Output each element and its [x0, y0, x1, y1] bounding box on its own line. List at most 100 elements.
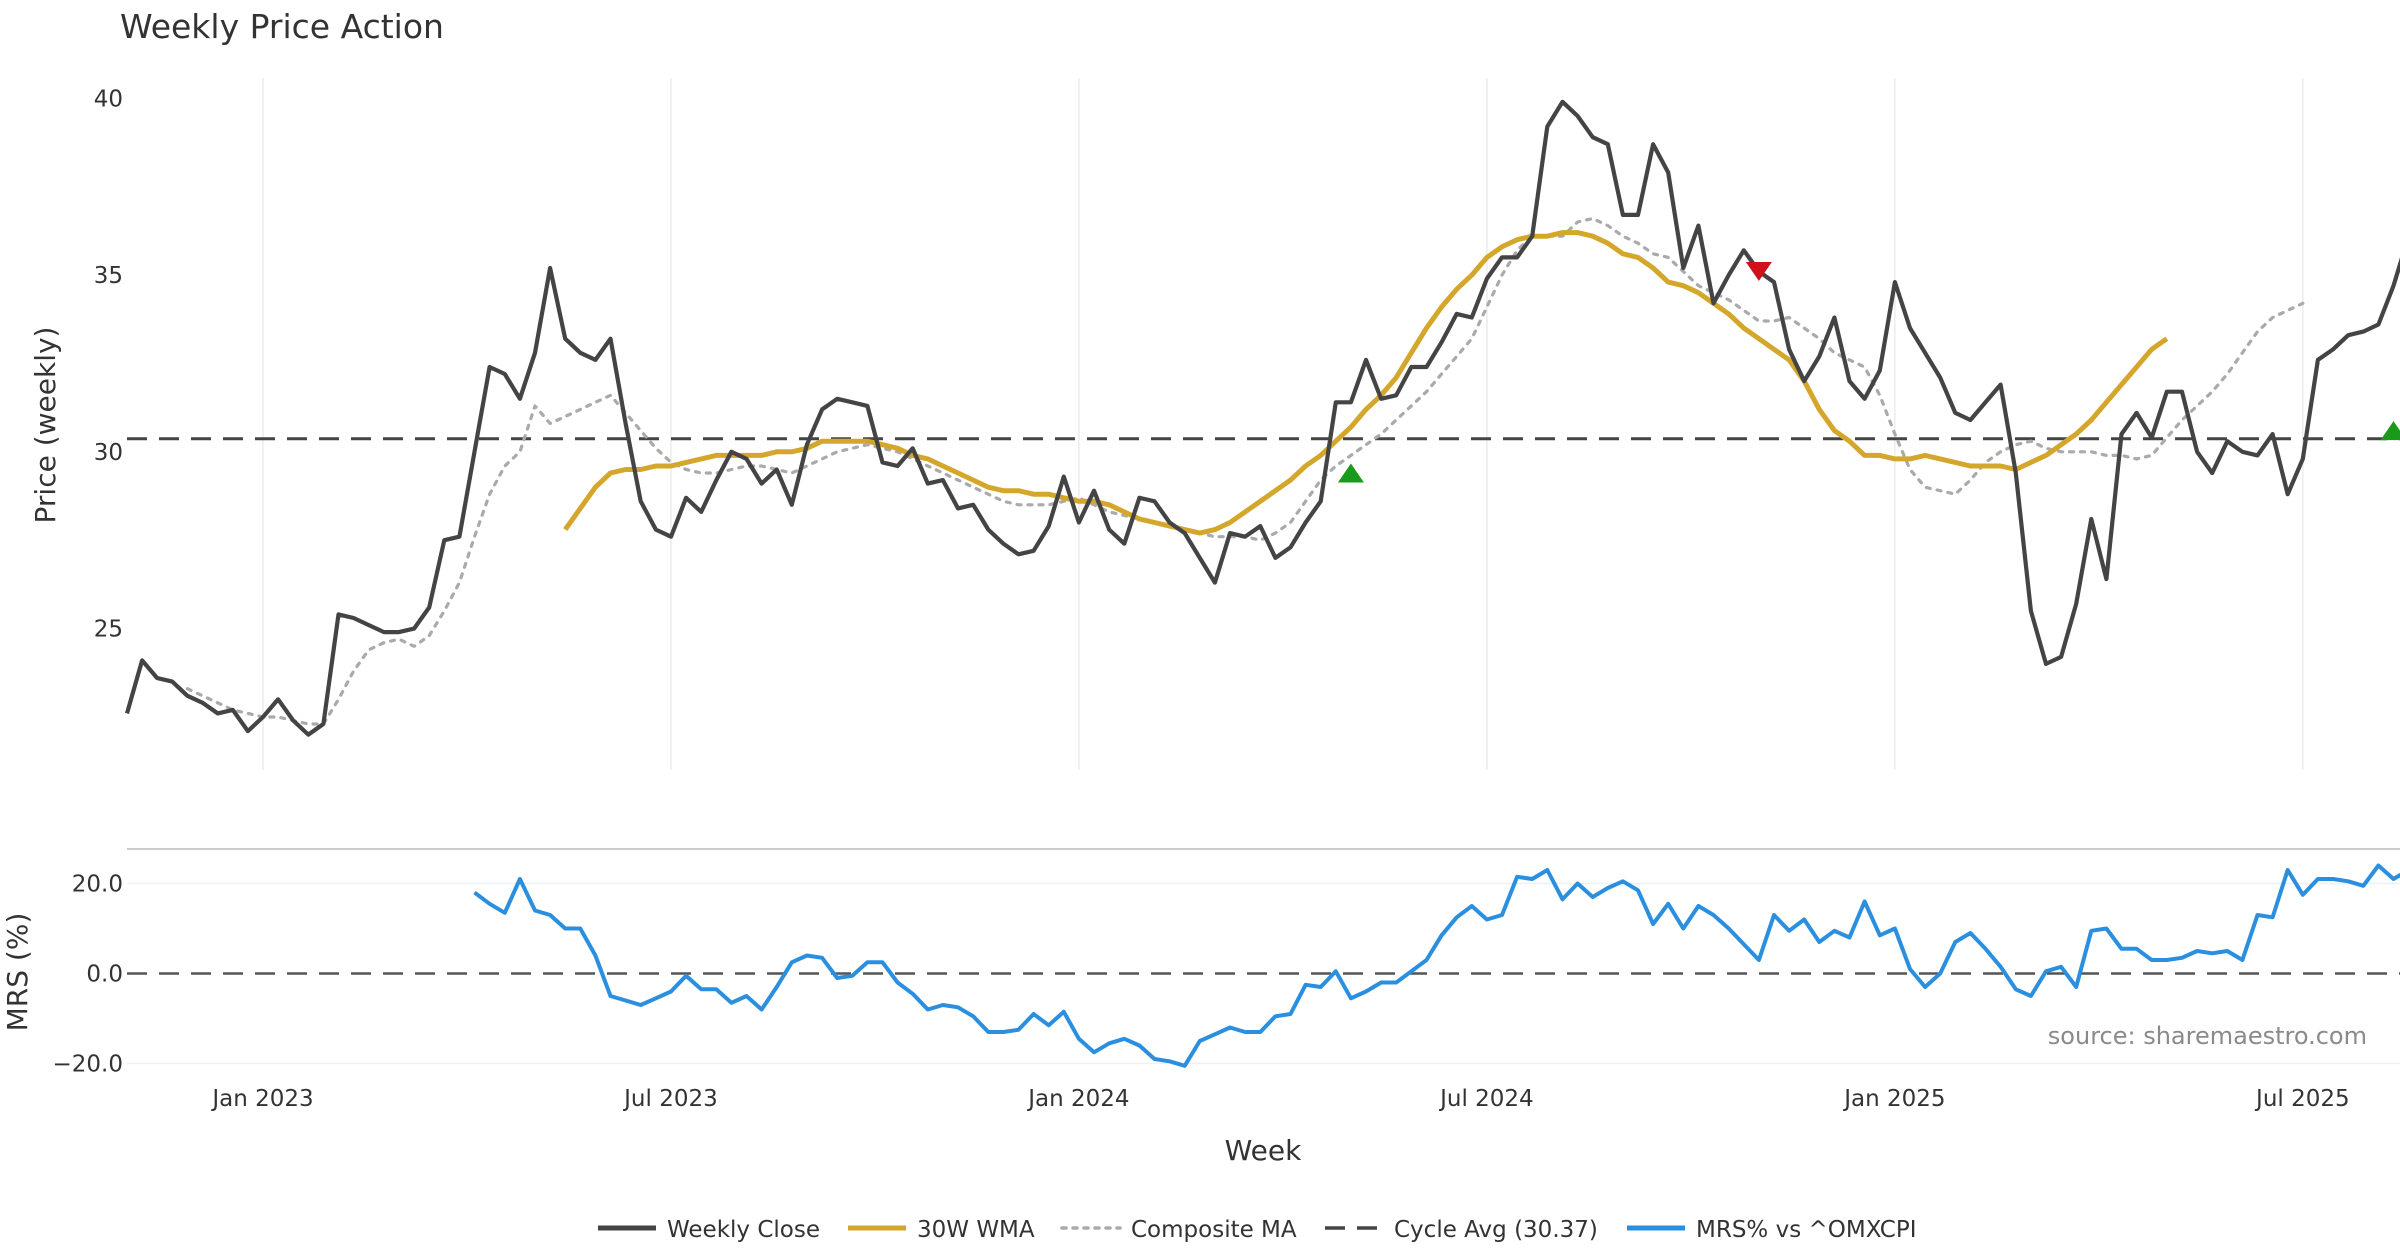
- mrs-point-94: [1894, 928, 1896, 930]
- mrs-point-1: [489, 903, 491, 905]
- weekly-close-point-126: [2030, 610, 2032, 612]
- wma-30w-point-97: [2030, 462, 2032, 464]
- weekly-close-point-56: [972, 504, 974, 506]
- x-axis-label: Week: [1225, 1134, 1302, 1167]
- mrs-point-52: [1259, 1031, 1261, 1033]
- mrs-point-114: [2196, 950, 2198, 952]
- composite-ma-point-30: [640, 430, 642, 432]
- wma-30w-point-72: [1652, 267, 1654, 269]
- composite-ma-point-23: [534, 405, 536, 407]
- mrs-point-100: [1985, 948, 1987, 950]
- weekly-close-point-141: [2257, 455, 2259, 457]
- price-y-tick-label: 40: [94, 86, 123, 112]
- price-y-tick-label: 35: [94, 263, 123, 289]
- weekly-close-point-60: [1033, 550, 1035, 552]
- weekly-close-point-68: [1154, 500, 1156, 502]
- composite-ma-point-81: [1410, 405, 1412, 407]
- wma-30w-point-106: [2166, 338, 2168, 340]
- mrs-point-90: [1834, 930, 1836, 932]
- composite-ma-point-13: [383, 642, 385, 644]
- mrs-point-61: [1395, 982, 1397, 984]
- mrs-point-86: [1773, 914, 1775, 916]
- price-y-tick-label: 30: [94, 440, 123, 466]
- weekly-close-point-133: [2136, 412, 2138, 414]
- composite-ma-point-138: [2272, 317, 2274, 319]
- weekly-close-point-93: [1531, 235, 1533, 237]
- mrs-point-12: [655, 997, 657, 999]
- wma-30w-point-37: [1123, 511, 1125, 513]
- composite-ma-point-36: [731, 469, 733, 471]
- wma-30w-point-70: [1622, 253, 1624, 255]
- composite-ma-point-43: [836, 451, 838, 453]
- weekly-close-point-107: [1743, 249, 1745, 251]
- mrs-point-71: [1546, 869, 1548, 871]
- mrs-point-6: [564, 928, 566, 930]
- composite-ma-point-134: [2211, 391, 2213, 393]
- composite-ma-point-74: [1305, 500, 1307, 502]
- price-grid: [127, 78, 2400, 770]
- composite-ma-point-54: [1003, 500, 1005, 502]
- wma-30w-point-20: [867, 440, 869, 442]
- composite-ma-point-111: [1864, 366, 1866, 368]
- weekly-close-point-105: [1713, 302, 1715, 304]
- weekly-close-point-16: [368, 624, 370, 626]
- wma-30w-point-68: [1592, 235, 1594, 237]
- mrs-point-124: [2347, 880, 2349, 882]
- wma-30w-point-38: [1139, 518, 1141, 520]
- mrs-point-105: [2060, 966, 2062, 968]
- mrs-point-11: [640, 1004, 642, 1006]
- wma-30w-point-1: [579, 508, 581, 510]
- wma-30w-point-56: [1410, 352, 1412, 354]
- mrs-y-tick-label: 20.0: [72, 872, 123, 898]
- composite-ma-point-57: [1048, 504, 1050, 506]
- wma-30w-point-90: [1924, 455, 1926, 457]
- mrs-point-88: [1803, 919, 1805, 921]
- composite-ma-point-22: [519, 451, 521, 453]
- sell-signal-marker-1: [1745, 262, 1772, 282]
- buy-signal-marker-2: [2380, 421, 2400, 441]
- weekly-close-point-79: [1320, 500, 1322, 502]
- x-ticks: Jan 2023 Jul 2023 Jan 2024 Jul 2024 Jan 2025…: [210, 1086, 2349, 1112]
- weekly-close-point-102: [1667, 172, 1669, 174]
- mrs-point-112: [2166, 959, 2168, 961]
- weekly-close-point-25: [504, 373, 506, 375]
- composite-ma-point-60: [1093, 504, 1095, 506]
- weekly-close-point-120: [1939, 377, 1941, 379]
- wma-30w-point-74: [1682, 285, 1684, 287]
- mrs-series: [473, 863, 2400, 1068]
- mrs-point-123: [2332, 878, 2334, 880]
- composite-ma-point-118: [1970, 479, 1972, 481]
- composite-ma-point-121: [2015, 444, 2017, 446]
- composite-ma-point-92: [1577, 221, 1579, 223]
- weekly-close-point-118: [1909, 327, 1911, 329]
- composite-ma-point-78: [1365, 444, 1367, 446]
- composite-ma-point-11: [353, 670, 355, 672]
- wma-30w-point-7: [670, 465, 672, 467]
- mrs-point-8: [595, 955, 597, 957]
- composite-ma-point-56: [1033, 504, 1035, 506]
- wma-30w-point-15: [791, 451, 793, 453]
- wma-30w-point-86: [1864, 455, 1866, 457]
- composite-ma-point-98: [1667, 257, 1669, 259]
- mrs-point-22: [806, 955, 808, 957]
- weekly-close-point-88: [1456, 313, 1458, 315]
- composite-ma-point-20: [489, 493, 491, 495]
- weekly-close-point-35: [655, 529, 657, 531]
- legend-label: 30W WMA: [917, 1217, 1035, 1243]
- composite-ma-point-58: [1063, 500, 1065, 502]
- legend-item-weekly-close: Weekly Close: [598, 1217, 820, 1243]
- weekly-close-point-139: [2226, 440, 2228, 442]
- weekly-close-point-76: [1275, 557, 1277, 559]
- wma-30w-point-58: [1441, 306, 1443, 308]
- wma-30w-point-39: [1154, 522, 1156, 524]
- weekly-close-point-101: [1652, 143, 1654, 145]
- mrs-point-83: [1728, 928, 1730, 930]
- mrs-point-20: [776, 986, 778, 988]
- mrs-point-19: [761, 1009, 763, 1011]
- weekly-close-point-98: [1607, 143, 1609, 145]
- weekly-close-point-111: [1803, 380, 1805, 382]
- wma-30w-point-65: [1546, 235, 1548, 237]
- composite-ma-point-88: [1516, 249, 1518, 251]
- wma-30w-point-101: [2090, 419, 2092, 421]
- wma-30w-point-60: [1471, 274, 1473, 276]
